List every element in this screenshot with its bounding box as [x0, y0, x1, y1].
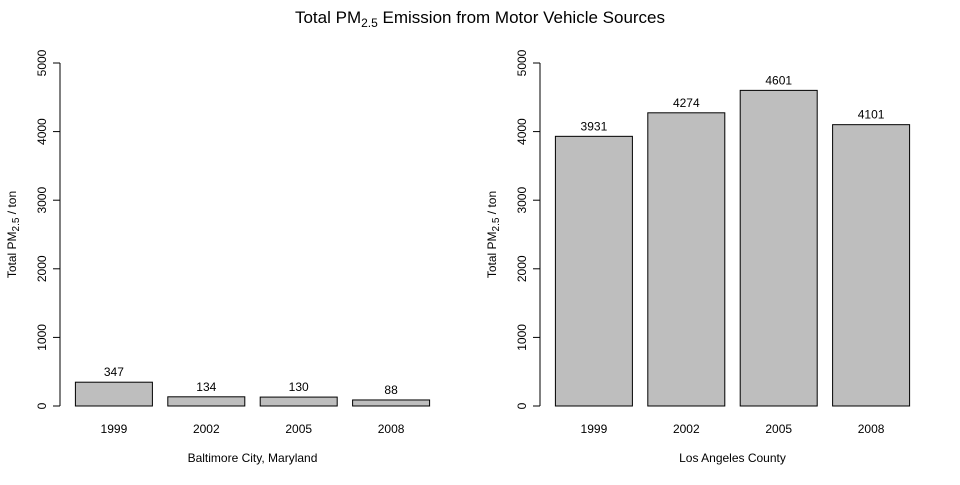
bar	[647, 112, 726, 407]
data-label: 88	[384, 383, 398, 397]
x-category-label: 2005	[285, 422, 312, 436]
data-label: 4274	[673, 96, 700, 110]
y-axis-title-main: Total PM	[5, 231, 19, 278]
chart-panel-2: 0 1000 2000 3000 4000 5000 3931 1999 4274 2002 460…	[485, 49, 911, 465]
y-tick-label: 3000	[35, 187, 49, 214]
x-axis-title: Baltimore City, Maryland	[188, 451, 318, 465]
x-category-label: 2002	[673, 422, 700, 436]
y-tick-label: 1000	[515, 324, 529, 351]
bar	[167, 396, 246, 407]
x-category-label: 2005	[765, 422, 792, 436]
chart-title-rest: Emission from Motor Vehicle Sources	[378, 8, 665, 27]
bar	[832, 124, 911, 407]
x-category-label: 2008	[858, 422, 885, 436]
x-category-label: 1999	[581, 422, 608, 436]
x-category-label: 2008	[378, 422, 405, 436]
bar	[554, 135, 633, 407]
y-axis-title-subscript: 2.5	[11, 217, 22, 231]
y-axis-title-main: Total PM	[485, 231, 499, 278]
y-tick-label: 3000	[515, 187, 529, 214]
bar	[352, 399, 431, 407]
y-tick-label: 4000	[515, 118, 529, 145]
data-label: 4101	[858, 108, 885, 122]
data-label: 3931	[581, 119, 608, 133]
y-tick-label: 5000	[35, 49, 49, 76]
data-label: 347	[104, 365, 124, 379]
y-tick-label: 4000	[35, 118, 49, 145]
y-tick-label: 2000	[35, 255, 49, 282]
bar	[739, 89, 818, 407]
x-axis-title: Los Angeles County	[679, 451, 786, 465]
chart-title-subscript: 2.5	[361, 16, 378, 30]
y-tick-label: 0	[35, 402, 49, 409]
y-tick-label: 2000	[515, 255, 529, 282]
y-axis-title: Total PM2.5 / ton	[5, 191, 22, 278]
y-tick-label: 0	[515, 402, 529, 409]
data-label: 134	[196, 380, 216, 394]
y-axis-title-rest: / ton	[5, 191, 19, 218]
data-label: 4601	[765, 73, 792, 87]
data-label: 130	[289, 380, 309, 394]
y-axis-title-subscript: 2.5	[491, 217, 502, 231]
chart-title: Total PM2.5 Emission from Motor Vehicle …	[295, 8, 665, 30]
x-category-label: 1999	[101, 422, 128, 436]
y-axis-title-rest: / ton	[485, 191, 499, 218]
chart-title-main: Total PM	[295, 8, 361, 27]
bar	[259, 396, 338, 407]
x-category-label: 2002	[193, 422, 220, 436]
y-axis-title: Total PM2.5 / ton	[485, 191, 502, 278]
chart-panel-1: 0 1000 2000 3000 4000 5000 347 1999 134 2002 130 20…	[5, 49, 431, 465]
y-tick-label: 5000	[515, 49, 529, 76]
bar	[74, 381, 153, 407]
y-tick-label: 1000	[35, 324, 49, 351]
